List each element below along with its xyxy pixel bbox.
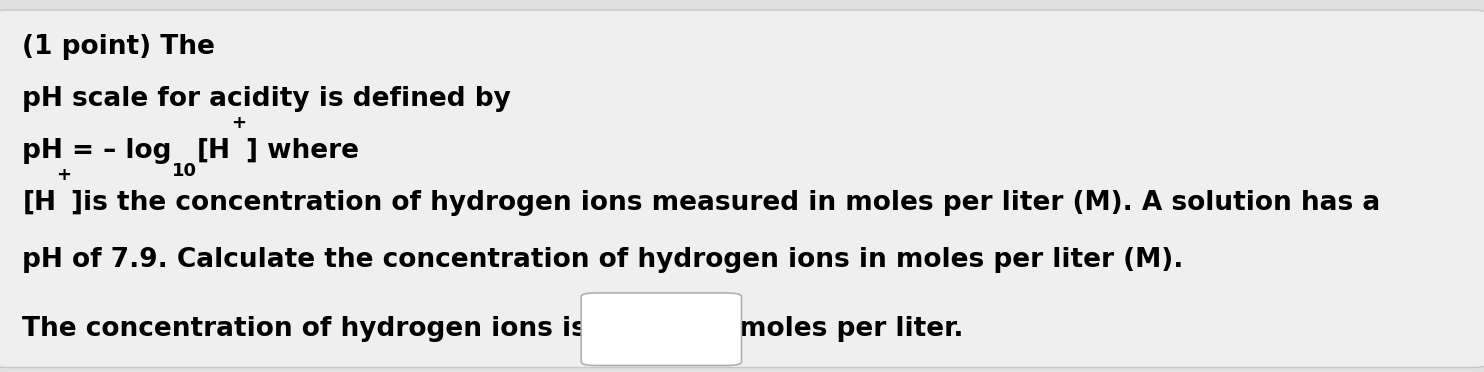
Text: pH of 7.9. Calculate the concentration of hydrogen ions in moles per liter (M).: pH of 7.9. Calculate the concentration o… [22,247,1184,273]
Text: [H: [H [197,138,230,164]
Text: 10: 10 [172,162,197,180]
Text: pH = – log: pH = – log [22,138,172,164]
Text: +: + [230,114,246,132]
Text: The concentration of hydrogen ions is: The concentration of hydrogen ions is [22,316,588,342]
Text: +: + [56,166,71,184]
Text: (1 point) The: (1 point) The [22,33,215,60]
Text: [H: [H [22,190,56,216]
FancyBboxPatch shape [582,293,742,365]
Text: moles per liter.: moles per liter. [739,316,963,342]
Text: ] where: ] where [246,138,359,164]
FancyBboxPatch shape [0,10,1484,368]
Text: ]is the concentration of hydrogen ions measured in moles per liter (M). A soluti: ]is the concentration of hydrogen ions m… [71,190,1380,216]
Text: pH scale for acidity is defined by: pH scale for acidity is defined by [22,86,510,112]
